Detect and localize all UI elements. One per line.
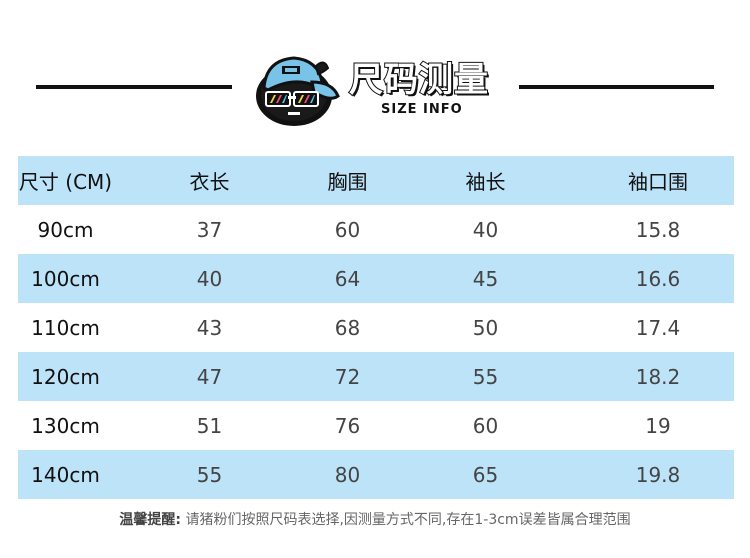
value-cell: 65	[472, 462, 499, 487]
value-cell: 15.8	[635, 217, 681, 242]
value-cell: 43	[196, 315, 223, 340]
left-divider	[36, 85, 232, 89]
value-cell: 37	[196, 217, 223, 242]
table-row: 100cm 40 64 45 16.6	[18, 254, 734, 303]
value-cell: 76	[334, 413, 361, 438]
value-cell: 18.2	[635, 364, 681, 389]
table-row: 130cm 51 76 60 19	[18, 401, 734, 450]
cap-sunglasses-mascot-icon	[256, 56, 340, 126]
value-cell: 40	[196, 266, 223, 291]
header: 尺码测量 SIZE INFO	[0, 0, 750, 150]
value-cell: 55	[472, 364, 499, 389]
value-cell: 68	[334, 315, 361, 340]
value-cell: 17.4	[635, 315, 681, 340]
value-cell: 47	[196, 364, 223, 389]
size-cell: 140cm	[31, 462, 100, 487]
page-title: 尺码测量	[348, 59, 489, 101]
size-cell: 100cm	[31, 266, 100, 291]
size-cell: 110cm	[31, 315, 100, 340]
value-cell: 50	[472, 315, 499, 340]
column-header: 衣长	[189, 170, 230, 194]
value-cell: 60	[334, 217, 361, 242]
value-cell: 64	[334, 266, 361, 291]
table-row: 90cm 37 60 40 15.8	[18, 205, 734, 254]
value-cell: 72	[334, 364, 361, 389]
page-subtitle: SIZE INFO	[381, 102, 463, 117]
value-cell: 45	[472, 266, 499, 291]
footnote-label: 温馨提醒:	[119, 512, 182, 528]
value-cell: 80	[334, 462, 361, 487]
table-row: 110cm 43 68 50 17.4	[18, 303, 734, 352]
footnote-text: 请猪粉们按照尺码表选择,因测量方式不同,存在1-3cm误差皆属合理范围	[185, 512, 631, 528]
footnote: 温馨提醒: 请猪粉们按照尺码表选择,因测量方式不同,存在1-3cm误差皆属合理范…	[0, 509, 750, 529]
value-cell: 19	[645, 413, 671, 438]
column-header: 袖口围	[628, 170, 688, 194]
table-row: 120cm 47 72 55 18.2	[18, 352, 734, 401]
value-cell: 60	[472, 413, 499, 438]
value-cell: 40	[472, 217, 499, 242]
size-table: 尺寸 (CM) 衣长 胸围 袖长 袖口围 90cm 37 60 40 15.8 …	[18, 156, 734, 499]
column-header: 袖长	[465, 170, 506, 194]
right-divider	[519, 85, 714, 89]
size-cell: 90cm	[37, 217, 94, 242]
table-header-row: 尺寸 (CM) 衣长 胸围 袖长 袖口围	[18, 156, 734, 205]
table-row: 140cm 55 80 65 19.8	[18, 450, 734, 499]
column-header: 胸围	[327, 170, 368, 194]
size-cell: 120cm	[31, 364, 100, 389]
size-cell: 130cm	[31, 413, 100, 438]
value-cell: 16.6	[635, 266, 681, 291]
value-cell: 51	[196, 413, 223, 438]
value-cell: 19.8	[635, 462, 681, 487]
column-header: 尺寸 (CM)	[18, 170, 113, 194]
value-cell: 55	[196, 462, 223, 487]
